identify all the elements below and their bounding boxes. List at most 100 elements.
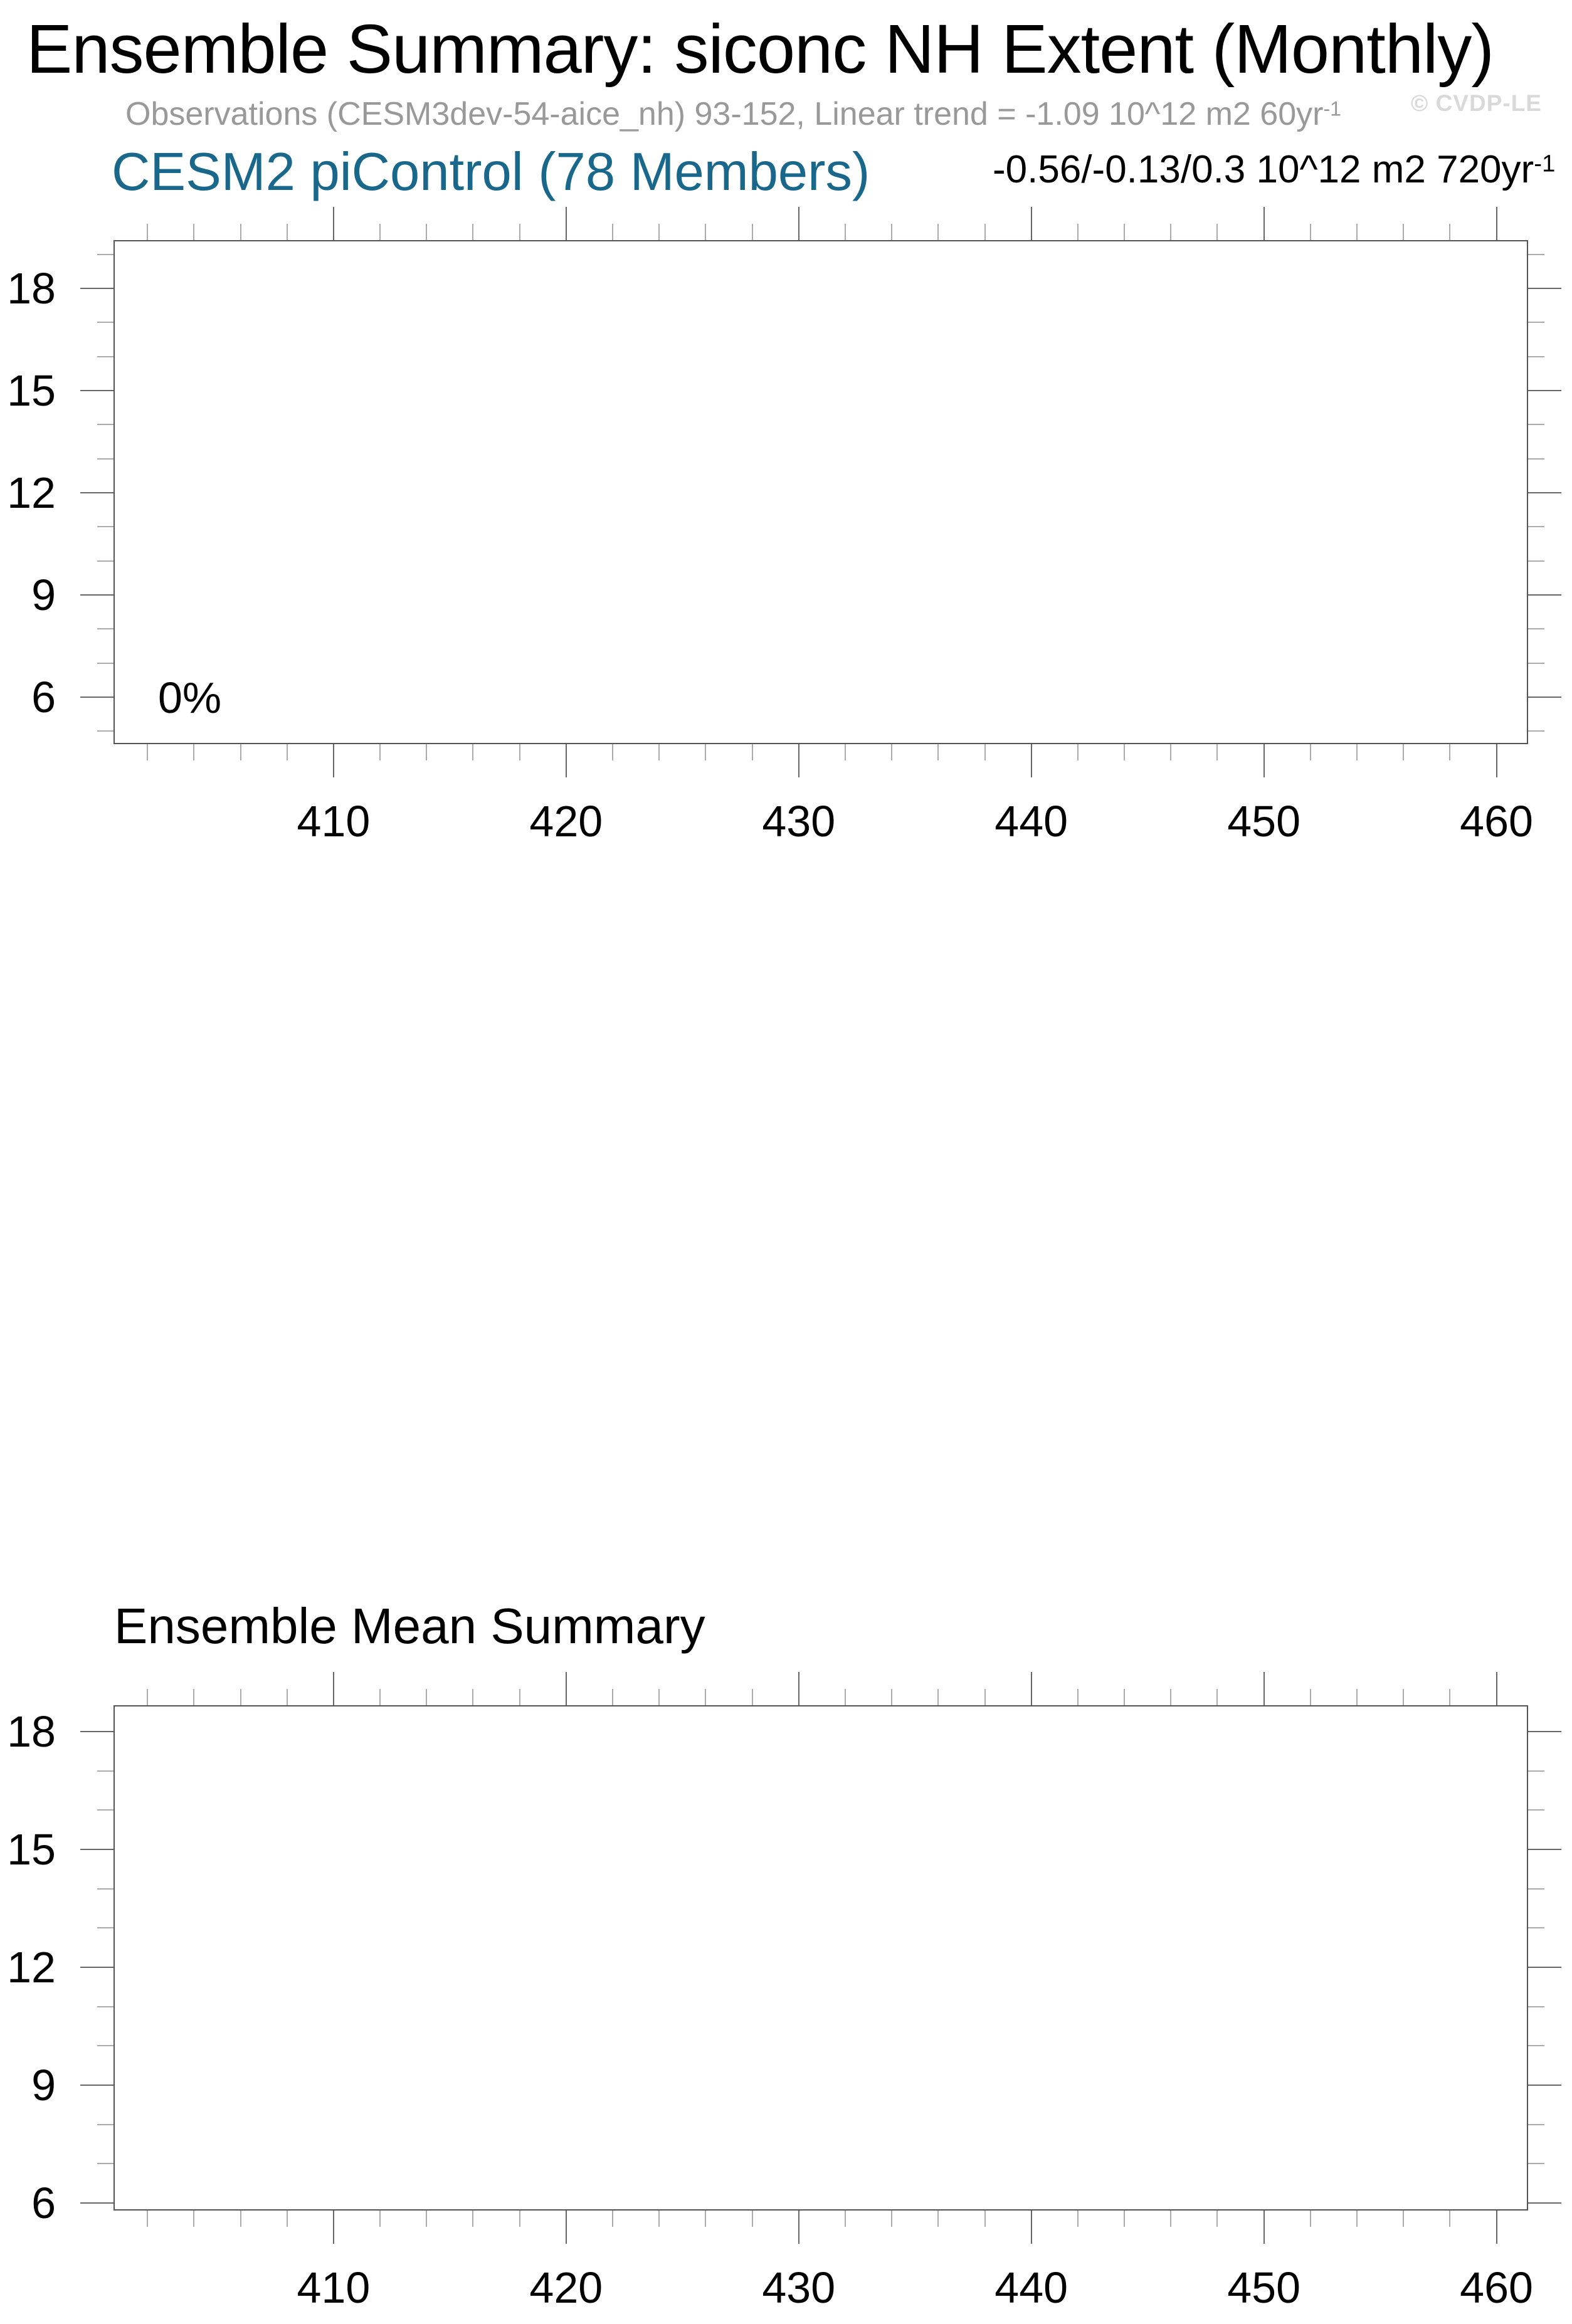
y-minor-tick xyxy=(1528,2045,1544,2047)
y-minor-tick xyxy=(1528,560,1544,562)
y-minor-tick xyxy=(97,730,113,732)
x-minor-tick xyxy=(658,1689,660,1705)
x-axis-tick-label: 460 xyxy=(1460,2263,1533,2312)
y-major-tick xyxy=(1528,2085,1561,2086)
x-major-tick xyxy=(1496,744,1497,777)
x-major-tick xyxy=(332,1672,334,1705)
x-major-tick xyxy=(565,1672,567,1705)
x-minor-tick xyxy=(240,224,241,240)
x-minor-tick xyxy=(1170,2211,1172,2227)
x-major-tick xyxy=(798,207,799,240)
x-minor-tick xyxy=(193,224,195,240)
x-minor-tick xyxy=(1216,2211,1218,2227)
x-minor-tick xyxy=(1356,744,1358,760)
y-major-tick xyxy=(80,1730,113,1732)
x-minor-tick xyxy=(658,2211,660,2227)
x-minor-tick xyxy=(1216,744,1218,760)
x-minor-tick xyxy=(379,2211,381,2227)
x-major-tick xyxy=(332,2211,334,2244)
x-minor-tick xyxy=(286,744,288,760)
y-minor-tick xyxy=(1528,322,1544,323)
x-minor-tick xyxy=(1449,224,1451,240)
x-minor-tick xyxy=(193,744,195,760)
x-axis-tick-label: 410 xyxy=(297,2263,371,2312)
y-minor-tick xyxy=(1528,662,1544,664)
x-minor-tick xyxy=(240,1689,241,1705)
x-minor-tick xyxy=(1403,2211,1405,2227)
x-minor-tick xyxy=(658,224,660,240)
y-minor-tick xyxy=(1528,458,1544,460)
y-major-tick xyxy=(80,2202,113,2204)
y-minor-tick xyxy=(97,458,113,460)
y-axis-tick-label: 18 xyxy=(7,1706,56,1756)
x-minor-tick xyxy=(472,744,474,760)
x-minor-tick xyxy=(1124,1689,1126,1705)
y-minor-tick xyxy=(97,1888,113,1890)
x-minor-tick xyxy=(1356,1689,1358,1705)
x-minor-tick xyxy=(937,2211,939,2227)
x-major-tick xyxy=(1263,2211,1265,2244)
y-axis-tick-label: 15 xyxy=(7,1825,56,1874)
x-minor-tick xyxy=(1403,224,1405,240)
x-axis-tick-label: 440 xyxy=(994,2263,1068,2312)
y-minor-tick xyxy=(1528,526,1544,528)
x-axis-tick-label: 420 xyxy=(529,797,603,846)
ensemble-mean-summary-title: Ensemble Mean Summary xyxy=(114,1598,705,1654)
x-major-tick xyxy=(1030,207,1032,240)
x-major-tick xyxy=(1030,2211,1032,2244)
y-major-tick xyxy=(1528,697,1561,698)
x-minor-tick xyxy=(1170,224,1172,240)
x-major-tick xyxy=(798,2211,799,2244)
y-major-tick xyxy=(80,1849,113,1851)
observations-subtitle-text: Observations (CESM3dev-54-aice_nh) 93-15… xyxy=(125,96,1324,132)
x-minor-tick xyxy=(937,744,939,760)
x-major-tick xyxy=(565,744,567,777)
ensemble-members-panel xyxy=(113,240,1528,744)
y-major-tick xyxy=(80,594,113,596)
x-minor-tick xyxy=(844,744,846,760)
x-minor-tick xyxy=(705,1689,707,1705)
y-axis-tick-label: 15 xyxy=(7,366,56,416)
y-major-tick xyxy=(80,492,113,494)
y-axis-tick-label: 18 xyxy=(7,264,56,313)
x-major-tick xyxy=(1496,2211,1497,2244)
x-minor-tick xyxy=(147,744,149,760)
x-minor-tick xyxy=(658,744,660,760)
x-minor-tick xyxy=(984,1689,986,1705)
x-minor-tick xyxy=(1170,744,1172,760)
y-minor-tick xyxy=(97,662,113,664)
y-minor-tick xyxy=(97,322,113,323)
y-minor-tick xyxy=(1528,1888,1544,1890)
x-major-tick xyxy=(565,207,567,240)
x-minor-tick xyxy=(147,224,149,240)
x-major-tick xyxy=(1496,207,1497,240)
x-minor-tick xyxy=(1170,1689,1172,1705)
y-minor-tick xyxy=(1528,1809,1544,1811)
x-minor-tick xyxy=(1077,224,1079,240)
x-minor-tick xyxy=(472,2211,474,2227)
y-minor-tick xyxy=(97,424,113,426)
x-minor-tick xyxy=(612,1689,614,1705)
y-major-tick xyxy=(80,2085,113,2086)
y-major-tick xyxy=(80,390,113,392)
model-trend-text: -0.56/-0.13/0.3 10^12 m2 720yr xyxy=(993,148,1534,191)
y-minor-tick xyxy=(97,560,113,562)
y-major-tick xyxy=(80,697,113,698)
observations-subtitle: Observations (CESM3dev-54-aice_nh) 93-15… xyxy=(125,98,1341,130)
x-minor-tick xyxy=(426,2211,428,2227)
y-minor-tick xyxy=(1528,2163,1544,2165)
model-trend-exponent: -1 xyxy=(1534,150,1556,177)
y-axis-tick-label: 12 xyxy=(7,468,56,518)
x-minor-tick xyxy=(1077,2211,1079,2227)
x-minor-tick xyxy=(1124,744,1126,760)
x-major-tick xyxy=(798,1672,799,1705)
x-minor-tick xyxy=(519,2211,520,2227)
y-minor-tick xyxy=(97,2006,113,2007)
x-minor-tick xyxy=(147,2211,149,2227)
x-major-tick xyxy=(1263,744,1265,777)
y-minor-tick xyxy=(1528,424,1544,426)
y-major-tick xyxy=(1528,1730,1561,1732)
x-major-tick xyxy=(1263,207,1265,240)
x-minor-tick xyxy=(1449,2211,1451,2227)
page-title: Ensemble Summary: siconc NH Extent (Mont… xyxy=(26,11,1494,88)
